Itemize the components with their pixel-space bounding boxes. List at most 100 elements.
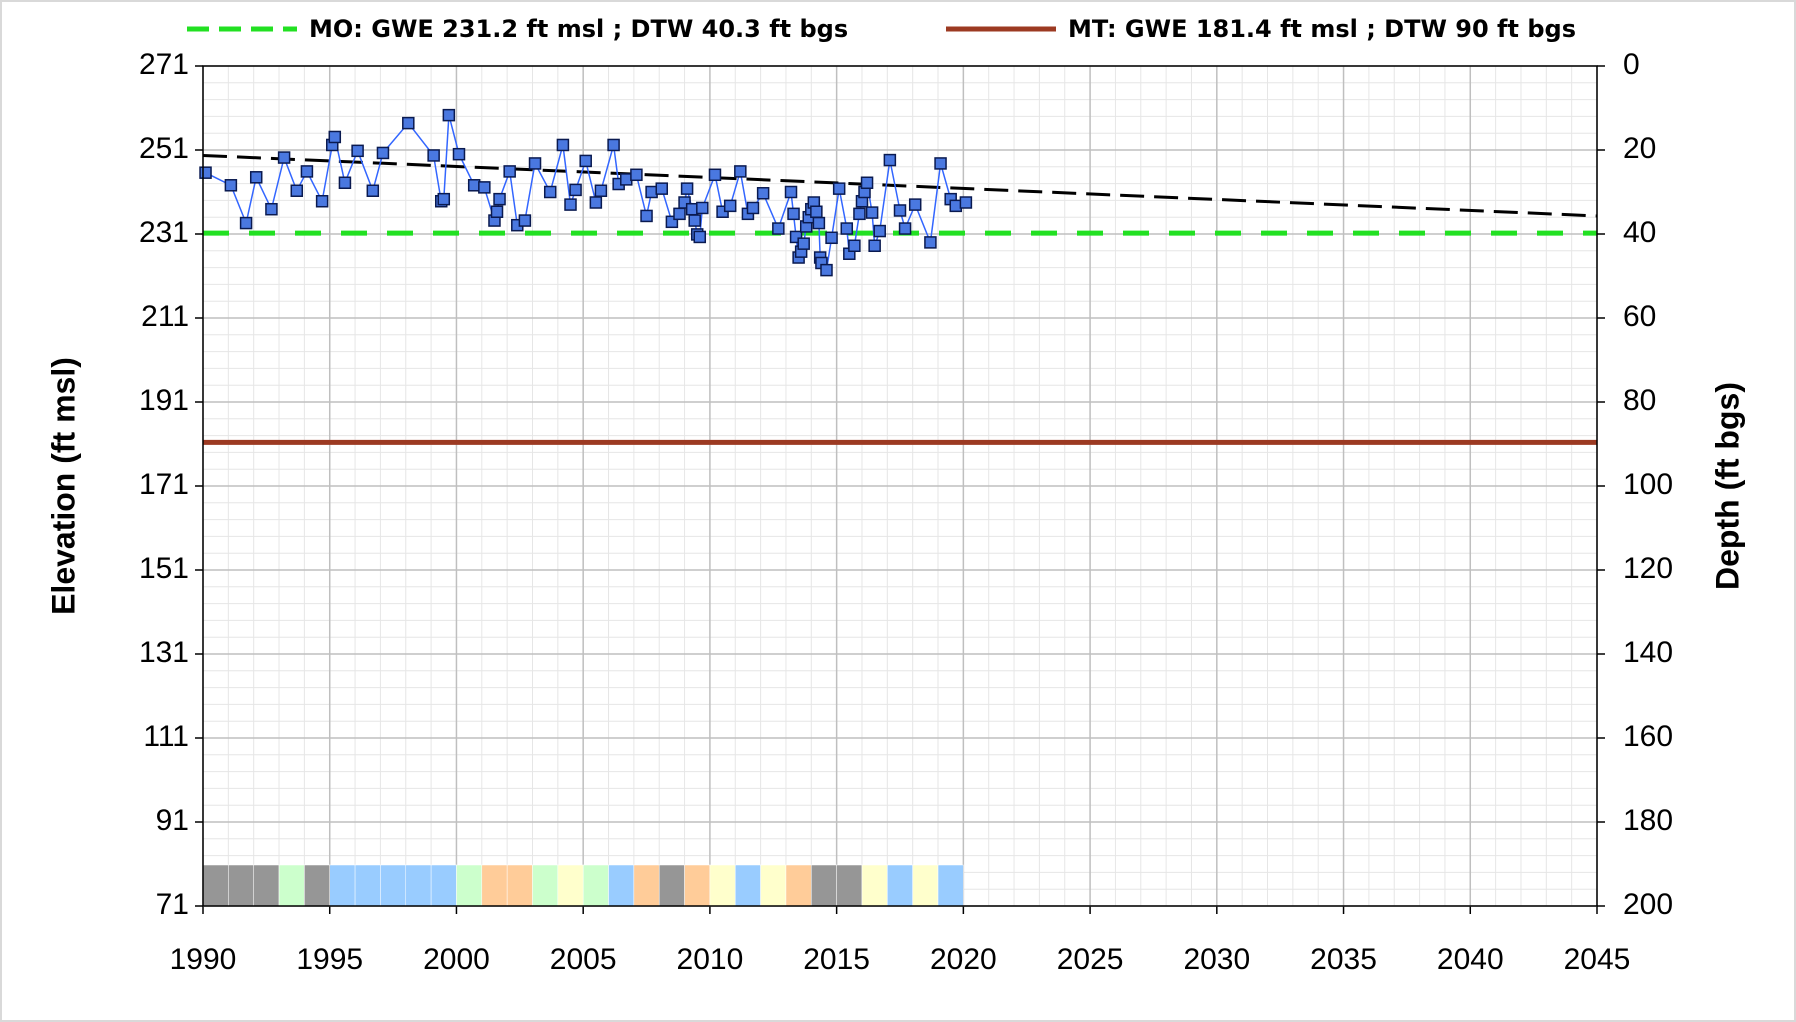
- x-tick-label: 1995: [296, 943, 363, 976]
- water-year-band: [430, 864, 457, 907]
- data-point: [784, 185, 798, 199]
- data-point: [685, 202, 699, 216]
- water-year-band: [304, 864, 330, 907]
- data-point: [810, 205, 823, 218]
- data-point: [328, 130, 342, 144]
- data-point: [402, 116, 415, 130]
- data-point: [665, 215, 679, 229]
- y-axis-title: Elevation (ft msl): [45, 357, 81, 615]
- data-point: [503, 165, 516, 178]
- data-point: [883, 153, 897, 167]
- water-year-band: [354, 864, 381, 907]
- data-point: [249, 171, 263, 184]
- y2-tick-label: 40: [1623, 216, 1656, 249]
- data-point: [589, 196, 603, 209]
- x-tick-label: 2010: [677, 943, 744, 976]
- data-point: [478, 181, 491, 194]
- data-point: [789, 230, 803, 244]
- y2-tick-label: 180: [1623, 804, 1673, 837]
- x-tick-label: 1990: [170, 943, 237, 976]
- plot-border: [202, 65, 1598, 907]
- water-year-band: [785, 864, 812, 907]
- data-point: [772, 222, 785, 235]
- water-year-band: [481, 864, 508, 907]
- water-year-band: [329, 864, 356, 907]
- x-tick-label: 2000: [423, 943, 490, 976]
- water-year-band: [557, 864, 584, 907]
- water-year-band: [658, 864, 685, 907]
- data-point: [277, 151, 291, 164]
- x-tick-label: 2020: [930, 943, 997, 976]
- y2-tick-label: 0: [1623, 48, 1640, 81]
- x-tick-label: 2015: [803, 943, 870, 976]
- water-year-band: [608, 864, 635, 907]
- data-point: [467, 179, 481, 192]
- x-tick-label: 2030: [1183, 943, 1250, 976]
- data-point: [265, 202, 278, 216]
- y2-tick-label: 80: [1623, 384, 1656, 417]
- water-year-band: [887, 864, 913, 907]
- y2-tick-label: 60: [1623, 300, 1656, 333]
- data-point: [746, 201, 760, 215]
- trend-line: [202, 153, 1598, 218]
- data-point: [825, 231, 838, 245]
- y-tick-label: 71: [156, 888, 189, 921]
- data-point: [708, 168, 722, 182]
- data-point: [290, 184, 304, 197]
- water-year-band: [278, 864, 305, 907]
- water-year-band: [380, 864, 407, 907]
- data-point: [224, 179, 238, 192]
- data-point: [490, 205, 504, 218]
- data-point: [300, 165, 314, 178]
- water-year-band: [811, 864, 837, 907]
- data-point: [865, 206, 879, 219]
- y2-tick-label: 100: [1623, 468, 1673, 501]
- data-point: [528, 157, 542, 170]
- water-year-band: [532, 864, 559, 907]
- data-point: [338, 176, 352, 190]
- data-point: [655, 182, 669, 195]
- data-point: [787, 207, 800, 221]
- data-point: [840, 222, 854, 235]
- data-point: [934, 157, 947, 170]
- x-tick-label: 2005: [550, 943, 617, 976]
- data-point: [315, 194, 329, 208]
- data-point: [452, 147, 466, 161]
- data-point: [848, 239, 861, 253]
- data-point: [607, 138, 620, 152]
- water-year-band: [506, 864, 533, 907]
- x-tick-label: 2035: [1310, 943, 1377, 976]
- data-point: [620, 173, 633, 186]
- data-point: [924, 236, 937, 249]
- water-year-band: [836, 864, 863, 907]
- data-point: [366, 184, 380, 197]
- data-point: [723, 199, 737, 213]
- data-point: [493, 192, 506, 206]
- water-year-band: [456, 864, 483, 907]
- data-point: [442, 108, 456, 122]
- data-point: [832, 182, 846, 195]
- water-year-band: [861, 864, 888, 907]
- data-point: [893, 204, 907, 217]
- y-tick-label: 211: [141, 300, 189, 333]
- data-point: [569, 183, 582, 197]
- data-point: [756, 187, 770, 200]
- data-point: [518, 214, 532, 227]
- data-point: [579, 154, 592, 168]
- data-point: [556, 138, 570, 152]
- data-point: [437, 192, 451, 206]
- data-point: [908, 198, 922, 211]
- y2-tick-label: 20: [1623, 132, 1656, 165]
- water-year-band: [760, 864, 787, 907]
- data-point: [239, 216, 253, 230]
- water-year-band: [582, 864, 609, 907]
- x-tick-label: 2025: [1057, 943, 1124, 976]
- y2-tick-label: 120: [1623, 552, 1673, 585]
- data-point: [820, 263, 833, 277]
- water-year-band: [405, 864, 432, 907]
- legend-label: MO: GWE 231.2 ft msl ; DTW 40.3 ft bgs: [309, 15, 848, 43]
- data-point: [868, 239, 881, 253]
- y-tick-label: 91: [156, 804, 189, 837]
- data-point: [797, 237, 810, 250]
